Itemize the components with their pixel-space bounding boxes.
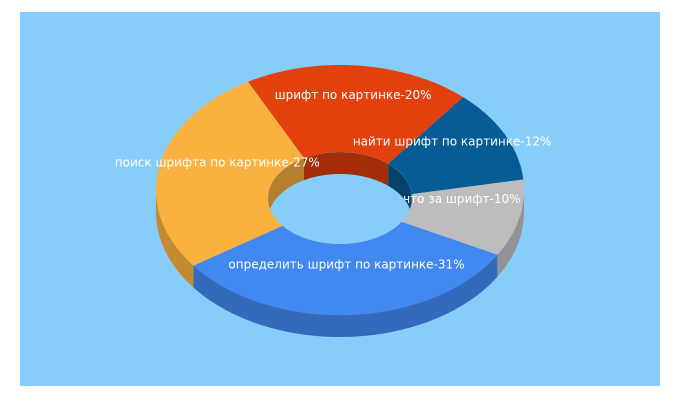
slice-label: поиск шрифта по картинке-27%	[115, 156, 320, 170]
slice-label: что за шрифт-10%	[403, 192, 520, 206]
slice-label: определить шрифт по картинке-31%	[228, 257, 464, 271]
slice-label: найти шрифт по картинке-12%	[353, 135, 552, 149]
slice-label: шрифт по картинке-20%	[275, 88, 432, 102]
